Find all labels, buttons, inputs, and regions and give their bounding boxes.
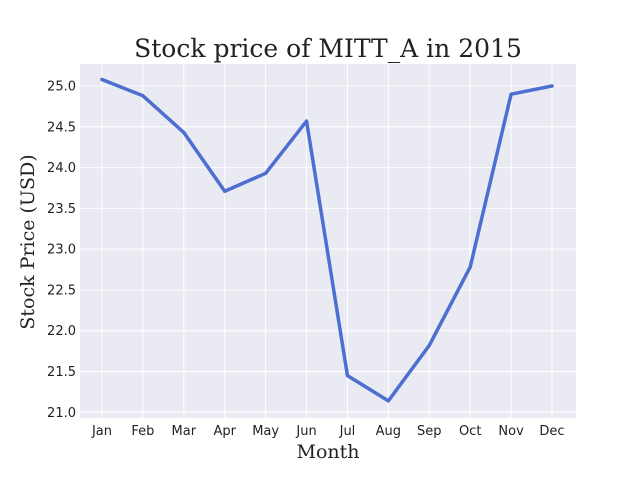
data-point bbox=[469, 266, 472, 269]
data-point bbox=[346, 374, 349, 377]
data-point bbox=[509, 93, 512, 96]
y-axis-label: Stock Price (USD) bbox=[17, 154, 39, 329]
y-tick-label: 23.0 bbox=[47, 243, 76, 258]
y-tick-label: 21.5 bbox=[47, 365, 76, 380]
data-point bbox=[223, 190, 226, 193]
x-axis-label: Month bbox=[296, 441, 359, 463]
data-point bbox=[428, 344, 431, 347]
data-point bbox=[141, 94, 144, 97]
plot-area bbox=[80, 64, 576, 418]
x-tick-label: Jun bbox=[295, 424, 316, 439]
x-axis: Jan Feb Mar Apr May Jun Jul Aug Sep Oct Nov Dec bbox=[91, 424, 565, 439]
x-tick-label: Sep bbox=[417, 424, 442, 439]
x-tick-label: May bbox=[252, 424, 279, 439]
data-point bbox=[387, 399, 390, 402]
data-point bbox=[100, 78, 103, 81]
data-point bbox=[550, 84, 553, 87]
x-tick-label: Apr bbox=[213, 424, 236, 439]
y-tick-label: 24.5 bbox=[47, 120, 76, 135]
x-tick-label: Jan bbox=[91, 424, 112, 439]
chart-title: Stock price of MITT_A in 2015 bbox=[134, 34, 522, 63]
data-point bbox=[264, 172, 267, 175]
x-tick-label: Aug bbox=[376, 424, 401, 439]
data-point bbox=[182, 131, 185, 134]
x-tick-label: Oct bbox=[459, 424, 481, 439]
y-axis: 21.0 21.5 22.0 22.5 23.0 23.5 24.0 24.5 25.0 bbox=[47, 80, 76, 421]
y-tick-label: 22.5 bbox=[47, 283, 76, 298]
x-tick-label: Nov bbox=[498, 424, 524, 439]
x-tick-label: Mar bbox=[172, 424, 197, 439]
x-tick-label: Dec bbox=[539, 424, 564, 439]
y-tick-label: 24.0 bbox=[47, 161, 76, 176]
y-tick-label: 22.0 bbox=[47, 324, 76, 339]
y-tick-label: 25.0 bbox=[47, 80, 76, 95]
y-tick-label: 23.5 bbox=[47, 202, 76, 217]
data-point bbox=[305, 119, 308, 122]
y-tick-label: 21.0 bbox=[47, 406, 76, 421]
x-tick-label: Feb bbox=[131, 424, 154, 439]
x-tick-label: Jul bbox=[339, 424, 356, 439]
